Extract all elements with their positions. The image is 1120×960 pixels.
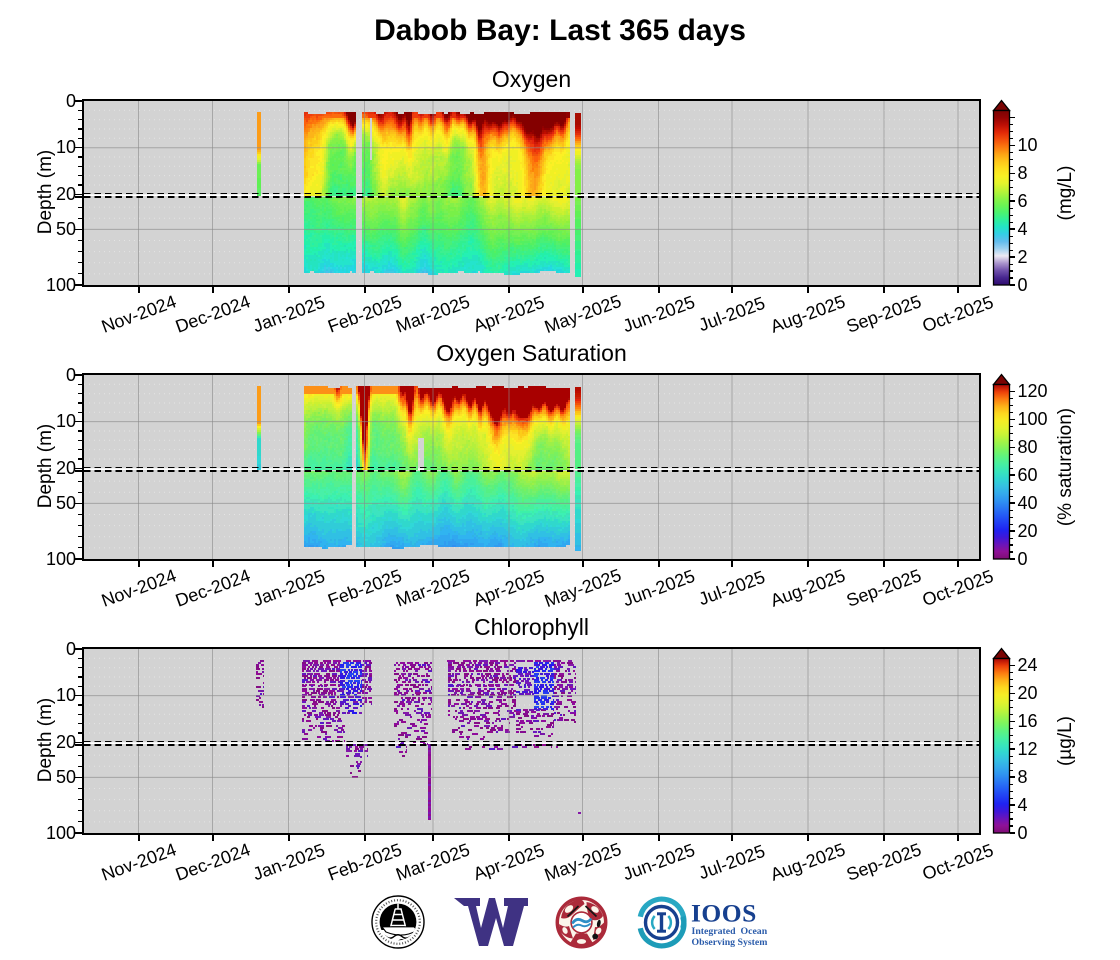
- svg-text:IOOS: IOOS: [691, 899, 757, 928]
- svg-text:Observing System: Observing System: [692, 937, 768, 948]
- svg-text:Integrated Ocean: Integrated Ocean: [692, 926, 768, 937]
